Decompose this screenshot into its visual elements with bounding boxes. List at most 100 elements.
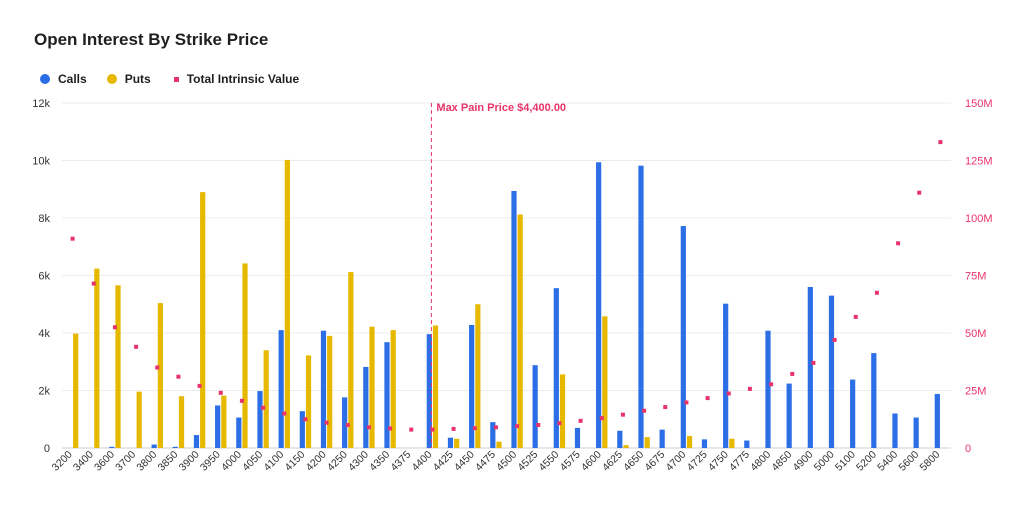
bar-calls[interactable] [320,330,327,448]
point-intrinsic-value[interactable] [557,421,562,426]
bar-puts[interactable] [200,192,206,448]
bar-calls[interactable] [701,439,708,448]
point-intrinsic-value[interactable] [917,190,922,195]
bar-calls[interactable] [257,391,263,448]
point-intrinsic-value[interactable] [430,427,435,432]
bar-calls[interactable] [659,429,665,448]
point-intrinsic-value[interactable] [663,405,668,410]
bar-puts[interactable] [644,437,650,448]
bar-puts[interactable] [348,272,354,448]
bar-puts[interactable] [390,330,396,448]
bar-calls[interactable] [913,417,919,448]
point-intrinsic-value[interactable] [70,236,75,241]
point-intrinsic-value[interactable] [91,281,96,286]
point-intrinsic-value[interactable] [176,374,181,379]
legend-item-intrinsic[interactable]: Total Intrinsic Value [171,72,299,86]
point-intrinsic-value[interactable] [324,420,329,425]
bar-calls[interactable] [511,190,517,448]
bar-puts[interactable] [221,395,227,448]
point-intrinsic-value[interactable] [515,424,520,429]
bar-puts[interactable] [454,438,460,448]
bar-puts[interactable] [623,445,629,448]
bar-puts[interactable] [327,335,333,448]
bar-calls[interactable] [109,446,115,448]
bar-puts[interactable] [73,333,79,448]
bar-calls[interactable] [574,427,581,448]
bar-calls[interactable] [934,393,940,448]
bar-calls[interactable] [892,413,898,449]
point-intrinsic-value[interactable] [218,390,223,395]
point-intrinsic-value[interactable] [451,426,456,431]
point-intrinsic-value[interactable] [134,344,139,349]
point-intrinsic-value[interactable] [366,425,371,430]
bar-puts[interactable] [517,214,523,448]
bar-calls[interactable] [193,435,200,448]
point-intrinsic-value[interactable] [472,426,477,431]
point-intrinsic-value[interactable] [239,398,244,403]
bar-calls[interactable] [469,324,475,448]
bar-calls[interactable] [363,366,369,448]
bar-puts[interactable] [115,285,121,448]
bar-calls[interactable] [786,383,792,448]
bar-puts[interactable] [369,326,375,448]
bar-calls[interactable] [850,379,856,448]
point-intrinsic-value[interactable] [747,386,752,391]
bar-puts[interactable] [432,325,439,448]
bar-calls[interactable] [236,417,242,448]
bar-calls[interactable] [215,405,221,448]
point-intrinsic-value[interactable] [578,418,583,423]
bar-puts[interactable] [94,268,100,448]
bar-calls[interactable] [807,287,813,448]
bar-calls[interactable] [447,437,454,448]
point-intrinsic-value[interactable] [409,427,414,432]
point-intrinsic-value[interactable] [684,400,689,405]
point-intrinsic-value[interactable] [599,416,604,421]
bar-calls[interactable] [490,422,496,448]
bar-calls[interactable] [532,365,538,448]
point-intrinsic-value[interactable] [790,371,795,376]
point-intrinsic-value[interactable] [303,417,308,422]
bar-puts[interactable] [686,435,693,448]
point-intrinsic-value[interactable] [197,383,202,388]
bar-calls[interactable] [342,397,348,448]
point-intrinsic-value[interactable] [811,360,816,365]
bar-calls[interactable] [744,440,750,448]
bar-puts[interactable] [496,441,502,448]
bar-calls[interactable] [426,334,432,448]
point-intrinsic-value[interactable] [874,290,879,295]
point-intrinsic-value[interactable] [832,337,837,342]
point-intrinsic-value[interactable] [726,391,731,396]
bar-puts[interactable] [136,391,142,448]
bar-puts[interactable] [242,263,248,448]
point-intrinsic-value[interactable] [155,365,160,370]
legend-item-puts[interactable]: Puts [106,72,151,86]
point-intrinsic-value[interactable] [282,411,287,416]
bar-calls[interactable] [638,165,644,449]
bar-calls[interactable] [299,411,305,448]
point-intrinsic-value[interactable] [853,314,858,319]
bar-puts[interactable] [559,374,566,448]
bar-calls[interactable] [828,295,835,448]
bar-calls[interactable] [278,330,284,448]
point-intrinsic-value[interactable] [938,140,943,145]
bar-calls[interactable] [680,226,686,448]
bar-calls[interactable] [723,303,729,448]
bar-puts[interactable] [729,438,735,448]
bar-calls[interactable] [172,446,178,448]
bar-puts[interactable] [178,396,185,448]
bar-calls[interactable] [617,430,623,448]
bar-calls[interactable] [553,288,559,448]
bar-puts[interactable] [284,159,290,449]
point-intrinsic-value[interactable] [261,405,266,410]
bar-puts[interactable] [305,355,312,448]
bar-calls[interactable] [384,342,390,448]
bar-puts[interactable] [602,316,608,448]
bar-puts[interactable] [475,304,481,448]
bar-puts[interactable] [157,303,163,448]
point-intrinsic-value[interactable] [493,425,498,430]
point-intrinsic-value[interactable] [345,423,350,427]
point-intrinsic-value[interactable] [388,426,393,431]
bar-calls[interactable] [871,353,877,448]
point-intrinsic-value[interactable] [705,396,710,401]
point-intrinsic-value[interactable] [642,408,647,413]
